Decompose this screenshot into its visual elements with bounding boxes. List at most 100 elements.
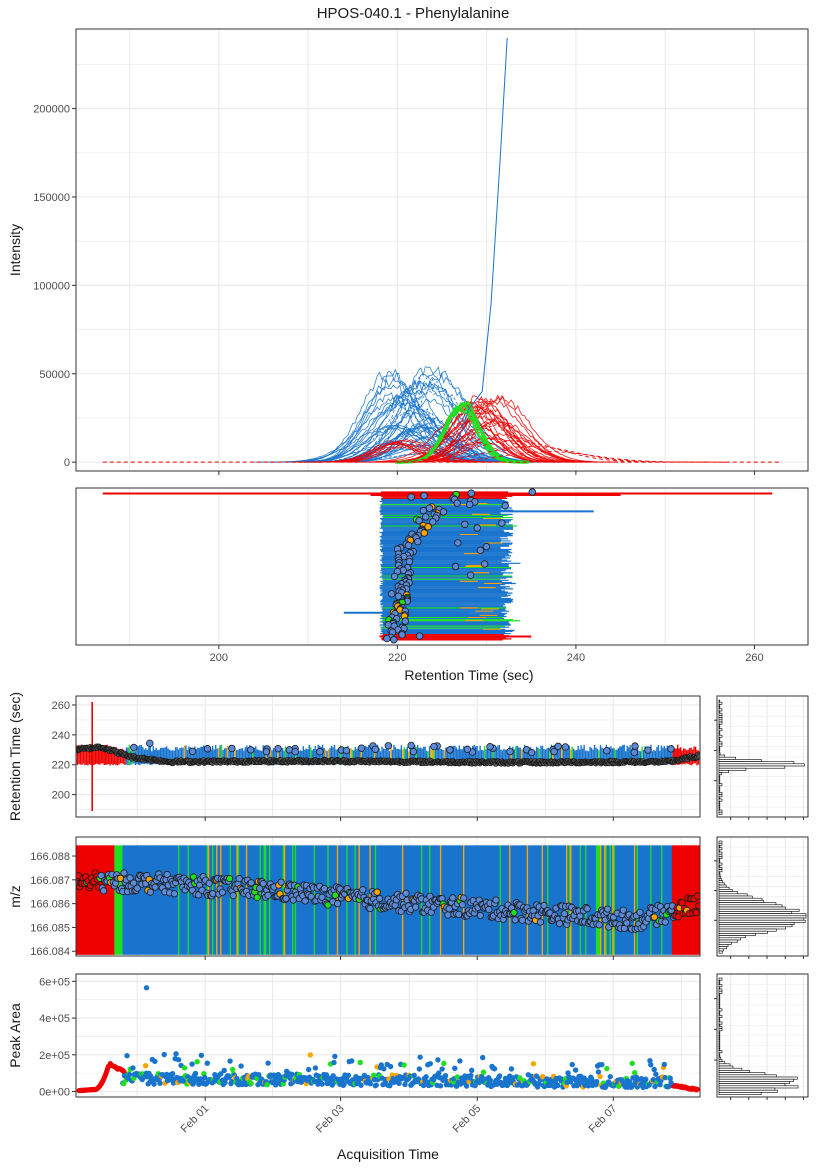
mz-histogram-border — [716, 836, 809, 957]
mz-point — [170, 890, 178, 898]
mz-point — [583, 905, 591, 913]
area-vs-time-panel-border — [75, 973, 701, 1098]
area-point — [221, 1067, 227, 1074]
mz-point — [209, 890, 217, 898]
rt-vs-time-ytick-label: 220 — [52, 760, 70, 772]
area-vs-time-ytick-label: 0e+00 — [39, 1086, 70, 1098]
mz-point — [264, 891, 272, 899]
mz-histogram-bar — [718, 906, 786, 910]
mz-histogram-bar — [718, 886, 730, 890]
mz-point — [218, 888, 226, 896]
rt-histogram-bar — [718, 715, 723, 718]
peak-rt-marker — [405, 557, 414, 566]
area-point — [202, 1074, 208, 1081]
area-histogram-bar — [718, 1061, 726, 1065]
area-point — [332, 1053, 338, 1060]
area-point — [373, 1082, 379, 1088]
mz-histogram-bar — [718, 950, 723, 954]
area-point — [396, 1080, 402, 1087]
peak-rt-marker — [383, 634, 391, 643]
mz-histogram-bar — [718, 911, 793, 914]
mz-histogram-bar — [718, 849, 721, 853]
area-point — [530, 1061, 537, 1067]
peak-rt-marker — [407, 493, 415, 501]
area-point — [142, 1063, 149, 1069]
mz-point — [692, 909, 700, 917]
area-point — [496, 1073, 503, 1079]
mz-point — [619, 906, 627, 914]
rt-vs-time-ytick-label: 240 — [52, 730, 70, 742]
acquisition-date-label: Feb 03 — [314, 1103, 347, 1136]
area-point — [169, 1071, 176, 1077]
chromatogram-ytick-label: 100000 — [33, 280, 70, 292]
area-point — [378, 1062, 385, 1068]
area-histogram-bar — [718, 1021, 723, 1025]
area-point — [381, 1066, 387, 1072]
area-point — [204, 1060, 210, 1066]
mz-point — [661, 918, 669, 926]
area-vs-time-ytick-label: 4e+05 — [39, 1013, 70, 1025]
rt-high-point — [342, 746, 351, 755]
rt-high-point — [486, 743, 494, 751]
mz-point — [636, 908, 644, 916]
area-point — [439, 1066, 445, 1072]
rt-histogram-bar — [718, 701, 723, 705]
area-point — [480, 1069, 487, 1075]
mz-vs-time-panel-border — [75, 836, 701, 957]
peak-rt-marker — [465, 500, 474, 509]
peak-ranges-xtick-label: 200 — [210, 652, 228, 664]
mz-histogram-bar — [718, 873, 721, 877]
rt-histogram-bar — [718, 717, 723, 721]
mz-histogram-bar — [718, 875, 721, 879]
rt-histogram-bar — [718, 719, 723, 723]
area-point — [599, 1061, 605, 1068]
area-histogram-bar — [718, 995, 721, 999]
area-point — [161, 1051, 167, 1058]
rt-vs-time-ytick-label: 200 — [52, 790, 70, 802]
mz-point — [623, 919, 631, 927]
peak-ranges-xtick-label: 220 — [388, 652, 406, 664]
mz-point — [445, 905, 453, 913]
mz-point — [100, 887, 108, 895]
area-point — [181, 1065, 188, 1071]
area-histogram-bar — [718, 1081, 790, 1084]
area-point — [229, 1066, 236, 1073]
area-histogram-bar — [718, 988, 723, 992]
area-histogram-bar — [718, 1063, 731, 1067]
mz-point — [492, 896, 500, 904]
area-histogram-bar — [718, 1092, 762, 1095]
area-histogram-bar — [718, 1085, 799, 1089]
area-point — [264, 1082, 270, 1088]
mz-point — [333, 900, 342, 908]
area-point — [416, 1066, 423, 1072]
rt-histogram-bar — [718, 785, 721, 789]
rt-high-point — [554, 742, 562, 751]
area-point — [194, 1058, 200, 1065]
chromatogram-ytick-label: 50000 — [39, 369, 70, 381]
rt-histogram-bar — [718, 745, 721, 749]
chromatogram-trace — [401, 424, 585, 463]
rt-histogram-bar — [718, 800, 721, 804]
mz-point — [694, 892, 700, 900]
peak-rt-marker — [528, 488, 536, 496]
area-histogram-bar — [718, 1059, 723, 1062]
area-point — [536, 1081, 542, 1087]
rt-histogram-bar — [718, 726, 721, 729]
chromatogram-trace — [348, 414, 610, 463]
area-point — [441, 1060, 447, 1067]
peak-rt-marker — [467, 489, 475, 497]
area-point — [643, 1076, 649, 1082]
area-histogram-bar — [718, 979, 721, 983]
rt-high-point — [130, 743, 138, 752]
mz-point — [133, 884, 141, 892]
area-point — [402, 1081, 408, 1088]
mz-point — [560, 910, 569, 918]
area-point — [307, 1052, 314, 1058]
rt-histogram-bar — [718, 807, 721, 811]
area-point — [229, 1078, 235, 1085]
peak-rt-marker — [390, 572, 399, 581]
area-histogram-bar — [718, 1030, 721, 1034]
peak-rt-marker — [424, 523, 432, 531]
peak-rt-marker — [404, 541, 413, 550]
rt-high-point — [446, 746, 454, 754]
